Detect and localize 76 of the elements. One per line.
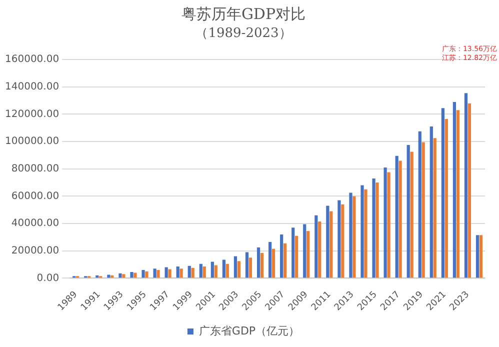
y-tick-label: 60000.00 bbox=[11, 190, 60, 202]
bar bbox=[280, 234, 284, 278]
bar bbox=[268, 242, 272, 278]
bar bbox=[283, 243, 287, 278]
bar bbox=[292, 228, 295, 278]
bar bbox=[464, 93, 468, 278]
bar bbox=[168, 269, 172, 278]
legend-label: 广东省GDP（亿元） bbox=[198, 324, 300, 338]
bar bbox=[142, 270, 145, 278]
bar bbox=[260, 252, 264, 278]
y-tick-label: 40000.00 bbox=[11, 218, 60, 230]
bar bbox=[118, 273, 122, 278]
bar bbox=[456, 110, 460, 278]
bar bbox=[387, 172, 390, 278]
bar bbox=[202, 266, 206, 278]
y-tick-label: 120000.00 bbox=[5, 108, 60, 120]
bar bbox=[406, 144, 410, 278]
bar bbox=[306, 231, 310, 278]
bar bbox=[272, 248, 276, 278]
bar bbox=[122, 274, 126, 278]
y-tick-label: 80000.00 bbox=[11, 163, 60, 174]
bar bbox=[318, 221, 322, 278]
bar bbox=[153, 268, 156, 278]
bar bbox=[468, 103, 471, 278]
bar bbox=[256, 247, 260, 278]
bar bbox=[341, 204, 344, 278]
bar bbox=[214, 265, 218, 278]
bar bbox=[433, 138, 436, 278]
bar bbox=[441, 108, 444, 278]
bar bbox=[364, 189, 368, 278]
bar bbox=[349, 192, 352, 278]
bar bbox=[410, 152, 414, 278]
bar bbox=[352, 196, 356, 278]
bar bbox=[164, 267, 168, 278]
bar bbox=[248, 258, 252, 278]
bar bbox=[430, 126, 433, 278]
bar bbox=[199, 264, 202, 278]
bar bbox=[237, 261, 240, 278]
bar bbox=[314, 215, 318, 278]
bar bbox=[479, 235, 483, 278]
y-tick-label: 160000.00 bbox=[5, 54, 60, 66]
bar bbox=[330, 211, 333, 278]
bar bbox=[476, 235, 480, 278]
bar bbox=[376, 182, 379, 278]
bar bbox=[395, 156, 398, 278]
bar bbox=[234, 256, 238, 278]
bar bbox=[176, 266, 180, 278]
y-tick-label: 140000.00 bbox=[5, 82, 60, 93]
bar bbox=[145, 271, 148, 278]
bar bbox=[398, 160, 402, 278]
bar bbox=[326, 206, 330, 278]
bar bbox=[191, 268, 194, 278]
bar bbox=[222, 260, 226, 278]
bar bbox=[372, 178, 376, 278]
bar bbox=[180, 268, 183, 278]
bar bbox=[226, 264, 229, 278]
bar bbox=[210, 262, 214, 278]
bar bbox=[422, 142, 425, 278]
y-tick-label: 0.00 bbox=[36, 272, 60, 284]
bar bbox=[295, 236, 298, 278]
chart-title: 粤苏历年GDP对比 bbox=[181, 4, 306, 23]
bar bbox=[338, 200, 341, 278]
bar bbox=[303, 224, 306, 278]
y-tick-label: 20000.00 bbox=[11, 245, 60, 256]
bar bbox=[384, 168, 387, 278]
bar bbox=[418, 131, 422, 278]
bar bbox=[444, 119, 448, 278]
bar bbox=[134, 272, 137, 278]
chart-subtitle: （1989-2023） bbox=[195, 26, 292, 42]
bar bbox=[452, 102, 456, 278]
bar bbox=[360, 185, 364, 278]
bar bbox=[188, 266, 191, 278]
bar bbox=[156, 270, 160, 278]
bar bbox=[245, 252, 249, 278]
bar bbox=[130, 272, 134, 278]
y-tick-label: 100000.00 bbox=[5, 136, 60, 148]
